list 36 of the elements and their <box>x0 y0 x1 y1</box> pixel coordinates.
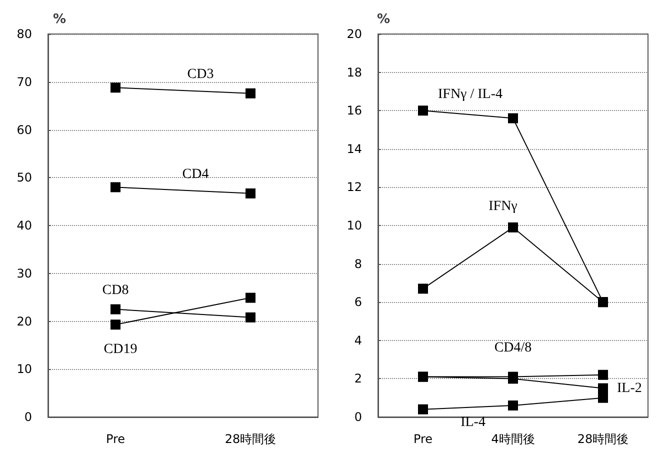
series-label: CD19 <box>104 342 138 358</box>
y-axis-title: % <box>53 12 66 27</box>
y-axis-title: % <box>377 12 390 27</box>
series-label: CD3 <box>187 66 214 82</box>
y-tick-label: 6 <box>354 295 362 310</box>
x-tick-label: Pre <box>413 432 433 446</box>
y-tick-label: 50 <box>16 170 32 185</box>
y-tick-label: 80 <box>16 27 32 41</box>
series-label: CD8 <box>102 282 129 298</box>
y-tick-label: 16 <box>346 104 362 118</box>
x-tick-label: 4時間後 <box>491 432 535 446</box>
y-tick-label: 40 <box>16 218 32 232</box>
y-tick-label: 70 <box>16 74 32 89</box>
series-label: CD4/8 <box>494 340 532 356</box>
y-tick-label: 60 <box>16 122 32 137</box>
series-label: CD4 <box>182 166 209 182</box>
y-tick-label: 18 <box>346 65 362 80</box>
y-tick-label: 12 <box>346 180 362 194</box>
y-tick-label: 0 <box>354 410 362 424</box>
x-tick-label: 28時間後 <box>577 432 629 446</box>
y-tick-label: 14 <box>346 142 362 156</box>
series-label: IFNγ / IL-4 <box>438 87 503 102</box>
y-tick-label: 20 <box>16 314 32 328</box>
y-tick-label: 10 <box>346 218 362 232</box>
x-tick-label: Pre <box>106 432 126 446</box>
series-label: IFNγ <box>488 198 518 214</box>
series-label: IL-4 <box>460 415 486 430</box>
y-tick-label: 4 <box>354 333 362 348</box>
y-tick-label: 2 <box>354 372 362 386</box>
y-tick-label: 20 <box>346 27 362 41</box>
series-label: IL-2 <box>617 380 642 396</box>
y-tick-label: 30 <box>16 266 32 280</box>
y-tick-label: 8 <box>354 256 362 271</box>
y-tick-label: 0 <box>24 410 32 424</box>
y-tick-label: 10 <box>16 362 32 376</box>
x-tick-label: 28時間後 <box>224 432 276 446</box>
